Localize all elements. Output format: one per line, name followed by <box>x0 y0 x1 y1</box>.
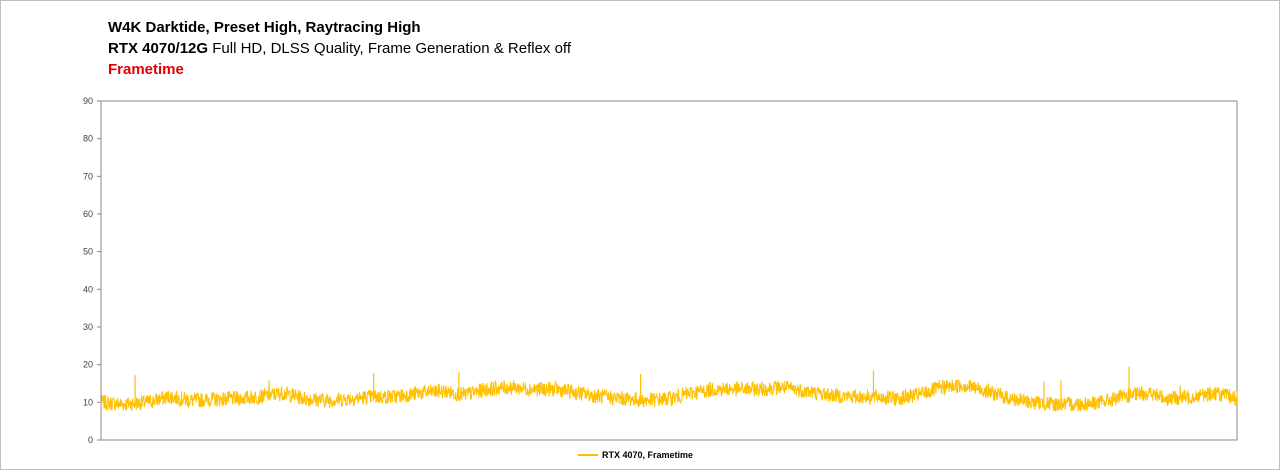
chart-subtitle-settings: Full HD, DLSS Quality, Frame Generation … <box>212 40 571 57</box>
axes <box>100 100 1238 441</box>
chart-subtitle-gpu: RTX 4070/12G <box>108 40 209 57</box>
y-tick-label: 30 <box>83 322 93 332</box>
legend-label: RTX 4070, Frametime <box>602 450 693 460</box>
y-tick-label: 20 <box>83 360 93 370</box>
plot-area <box>100 366 1238 412</box>
y-axis-ticks: 0 10 20 30 40 50 60 70 80 90 <box>83 96 101 445</box>
chart-metric-label: Frametime <box>108 61 184 78</box>
y-tick-label: 10 <box>83 397 93 407</box>
chart-title: W4K Darktide, Preset High, Raytracing Hi… <box>108 19 421 36</box>
legend: RTX 4070, Frametime <box>578 450 693 460</box>
y-tick-label: 40 <box>83 284 93 294</box>
chart-subtitle: RTX 4070/12G Full HD, DLSS Quality, Fram… <box>108 38 571 59</box>
chart-titles: W4K Darktide, Preset High, Raytracing Hi… <box>108 17 571 80</box>
plot-border <box>100 100 1238 441</box>
y-tick-label: 60 <box>83 209 93 219</box>
y-tick-label: 80 <box>83 134 93 144</box>
series-line-rtx4070-frametime <box>100 379 1238 412</box>
y-tick-label: 0 <box>88 435 93 445</box>
y-tick-label: 50 <box>83 247 93 257</box>
y-tick-label: 70 <box>83 171 93 181</box>
y-tick-label: 90 <box>83 96 93 106</box>
